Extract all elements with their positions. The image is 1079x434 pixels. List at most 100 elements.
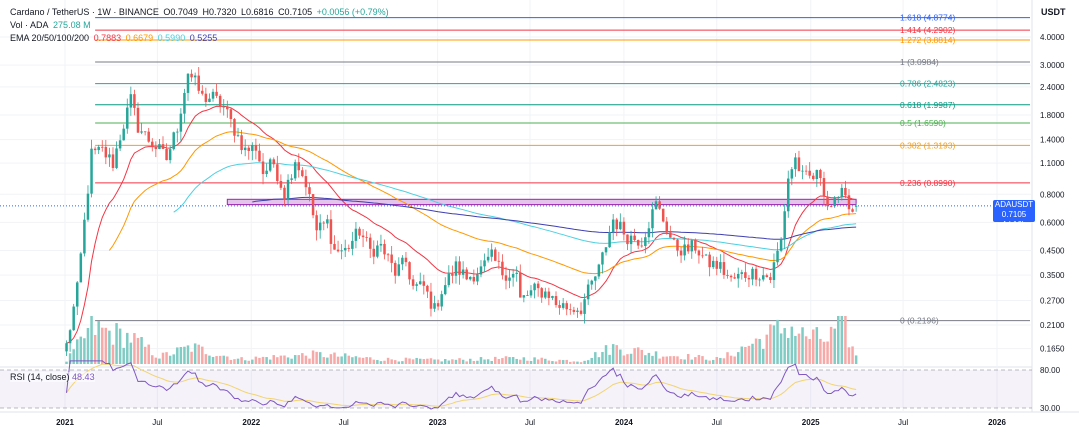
candle-body xyxy=(761,275,765,280)
volume-bar xyxy=(347,355,351,364)
candle-body xyxy=(736,273,740,279)
time-tick-label: 2026 xyxy=(988,418,1006,427)
rsi-label: RSI (14, close) xyxy=(10,372,70,382)
volume-bar xyxy=(669,356,672,364)
candle-body xyxy=(301,170,304,177)
time-tick-label: 2025 xyxy=(802,418,820,427)
volume-bar xyxy=(579,362,583,364)
candle-body xyxy=(826,196,829,207)
volume-bar xyxy=(519,359,522,364)
candle-body xyxy=(236,135,240,137)
volume-bar xyxy=(844,316,847,364)
volume-bar xyxy=(433,359,436,364)
time-tick-label: Jul xyxy=(712,418,722,427)
volume-bar xyxy=(268,359,272,364)
candle-body xyxy=(444,285,447,295)
candle-body xyxy=(847,195,851,210)
volume-bar xyxy=(686,354,690,364)
volume-bar xyxy=(719,357,722,364)
volume-bar xyxy=(383,360,386,364)
candle-body xyxy=(247,147,250,151)
candle-body xyxy=(372,248,376,257)
candle-body xyxy=(647,228,651,238)
volume-bar xyxy=(626,354,629,364)
candle-body xyxy=(436,303,440,307)
candle-body xyxy=(422,281,426,286)
volume-bar xyxy=(829,326,833,364)
price-tick-label: 1.1000 xyxy=(1040,159,1065,168)
candle-body xyxy=(358,228,361,236)
currency-label[interactable]: USDT xyxy=(1041,7,1066,17)
volume-bar xyxy=(401,361,404,364)
volume-bar xyxy=(208,355,211,364)
volume-bar xyxy=(229,359,233,364)
candle-body xyxy=(608,232,611,248)
volume-bar xyxy=(529,360,533,364)
candle-body xyxy=(622,221,626,235)
volume-bar xyxy=(854,355,858,364)
candle-body xyxy=(790,169,794,179)
volume-bar xyxy=(315,351,318,364)
candle-body xyxy=(322,222,326,224)
chart-legend: Cardano / TetherUS · 1W · BINANCE O0.704… xyxy=(10,6,391,45)
volume-bar xyxy=(183,346,186,364)
volume-bar xyxy=(151,355,154,364)
rsi-pane-bg xyxy=(0,368,1032,410)
ohlc-high: H0.7320 xyxy=(202,7,237,17)
volume-bar xyxy=(565,359,568,364)
candle-body xyxy=(315,215,318,231)
volume-bar xyxy=(326,357,329,364)
candle-body xyxy=(469,276,472,280)
candle-body xyxy=(118,140,122,149)
volume-bar xyxy=(640,349,644,364)
volume-bar xyxy=(133,333,136,364)
volume-bar xyxy=(418,358,422,364)
candle-body xyxy=(143,131,147,133)
volume-bar xyxy=(572,361,576,364)
volume-bar xyxy=(461,359,465,364)
volume-bar xyxy=(754,338,758,364)
candle-body xyxy=(837,197,840,198)
candle-body xyxy=(286,179,290,201)
volume-bar xyxy=(490,360,493,364)
candle-body xyxy=(258,150,261,162)
volume-bar xyxy=(168,355,172,364)
candle-body xyxy=(729,275,733,278)
candle-body xyxy=(776,250,779,263)
candle-body xyxy=(340,250,343,252)
candle-body xyxy=(669,232,672,238)
volume-bar xyxy=(594,352,597,364)
volume-bar xyxy=(815,327,819,364)
candle-body xyxy=(779,239,783,251)
candle-body xyxy=(590,280,593,285)
volume-bar xyxy=(454,359,458,364)
candle-body xyxy=(804,170,808,172)
volume-bar xyxy=(172,354,175,364)
candle-body xyxy=(440,294,443,307)
price-tick-label: 0.8000 xyxy=(1040,190,1065,199)
volume-bar xyxy=(458,358,461,364)
candle-body xyxy=(311,194,315,216)
volume-bar xyxy=(697,354,701,364)
candle-body xyxy=(233,119,236,136)
candle-body xyxy=(451,273,454,276)
candle-body xyxy=(129,94,133,108)
volume-bar xyxy=(672,356,676,364)
support-resistance-zone xyxy=(226,198,857,206)
candle-body xyxy=(504,275,508,281)
volume-bar xyxy=(483,359,486,364)
volume-bar xyxy=(161,352,165,364)
candle-body xyxy=(636,240,640,246)
candle-body xyxy=(508,277,511,281)
volume-bar xyxy=(761,348,765,364)
time-tick-label: 2021 xyxy=(56,418,74,427)
rsi-band xyxy=(0,370,1032,408)
volume-bar xyxy=(586,360,590,364)
candle-body xyxy=(447,273,451,286)
candle-body xyxy=(272,159,276,165)
volume-bar xyxy=(794,335,797,364)
volume-bar xyxy=(415,357,418,364)
candle-body xyxy=(297,162,301,171)
candle-body xyxy=(293,162,297,179)
